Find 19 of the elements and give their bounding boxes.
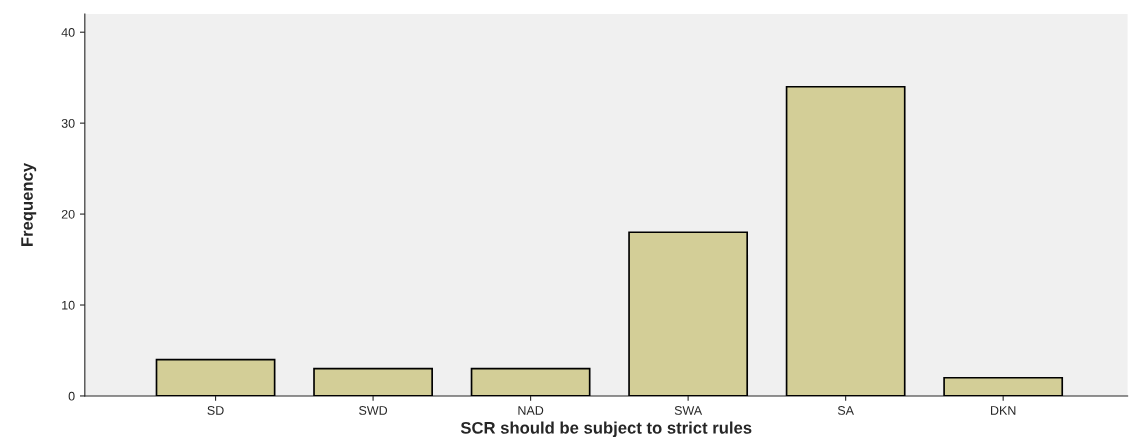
x-axis-title: SCR should be subject to strict rules: [460, 421, 752, 438]
x-tick-label: SA: [837, 406, 854, 415]
y-tick-label: 40: [61, 28, 75, 37]
y-tick-label: 0: [68, 391, 75, 401]
bar: [313, 367, 433, 396]
y-tick-label: 10: [62, 300, 75, 310]
bar: [943, 376, 1064, 396]
x-tick-label: DKN: [991, 406, 1016, 415]
x-tick-label: SWD: [359, 406, 388, 415]
y-tick-label: 20: [61, 209, 75, 219]
bar: [628, 231, 749, 396]
x-tick-label: NAD: [518, 406, 544, 415]
y-tick-label: 30: [61, 118, 75, 128]
y-axis-title: Frequency: [21, 162, 37, 247]
bar: [785, 85, 906, 396]
x-tick-label: SWA: [674, 406, 703, 415]
bar: [155, 358, 276, 396]
x-tick-label: SD: [207, 406, 224, 415]
bar: [470, 367, 591, 396]
